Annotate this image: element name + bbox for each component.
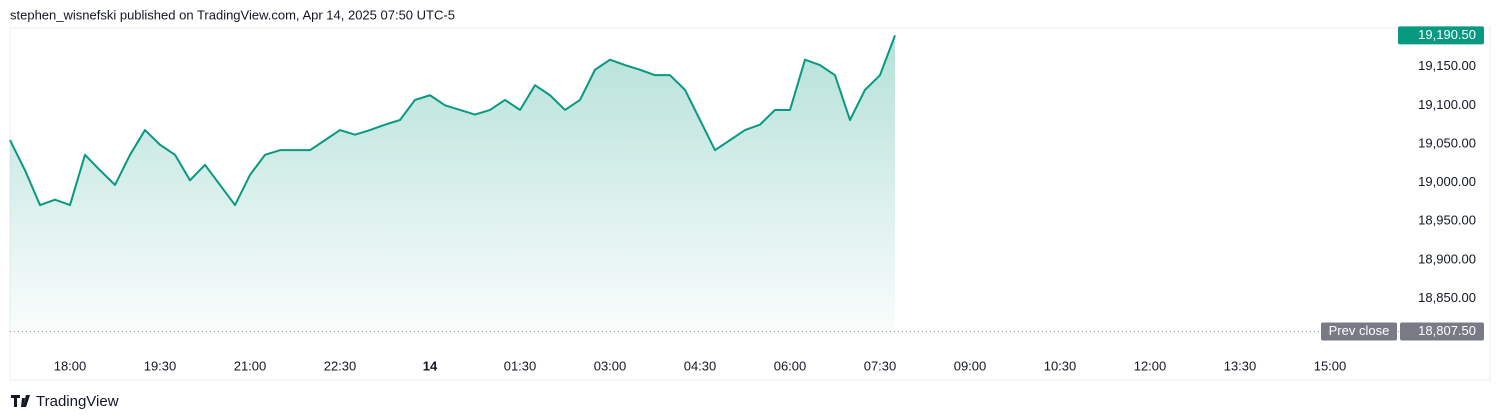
y-tick-label: 18,850.00 (1418, 290, 1476, 305)
y-tick-label: 18,950.00 (1418, 213, 1476, 228)
y-tick-label: 19,000.00 (1418, 174, 1476, 189)
prev-close-value: 18,807.50 (1418, 323, 1476, 338)
x-tick-label: 21:00 (234, 358, 267, 373)
logo (11, 395, 30, 407)
last-price-label: 19,190.50 (1418, 27, 1476, 42)
y-tick-label: 19,150.00 (1418, 58, 1476, 73)
y-tick-label: 19,050.00 (1418, 135, 1476, 150)
x-tick-label: 06:00 (774, 358, 807, 373)
line (9, 34, 896, 207)
x-tick-label: 09:00 (954, 358, 987, 373)
prev-close-name: Prev close (1329, 323, 1390, 338)
x-tick-label: 18:00 (54, 358, 87, 373)
prev-close-tag (1321, 322, 1397, 341)
chart-title: stephen_wisnefski published on TradingVi… (10, 7, 455, 22)
x-tick-label: 12:00 (1134, 358, 1167, 373)
x-tick-label: 03:00 (594, 358, 627, 373)
x-tick-label: 13:30 (1224, 358, 1257, 373)
x-tick-label: 15:00 (1314, 358, 1347, 373)
x-tick-label: 19:30 (144, 358, 177, 373)
brand: TradingView (36, 393, 119, 410)
x-tick-label: 10:30 (1044, 358, 1077, 373)
area (10, 35, 895, 333)
x-tick-label: 14 (423, 358, 438, 373)
y-tick-label: 18,900.00 (1418, 251, 1476, 266)
x-tick-label: 01:30 (504, 358, 537, 373)
prev-close-value-tag (1400, 322, 1484, 341)
x-tick-label: 04:30 (684, 358, 717, 373)
y-tick-label: 19,100.00 (1418, 97, 1476, 112)
x-tick-label: 22:30 (324, 358, 357, 373)
last-price-tag (1398, 26, 1484, 45)
x-tick-label: 07:30 (864, 358, 897, 373)
